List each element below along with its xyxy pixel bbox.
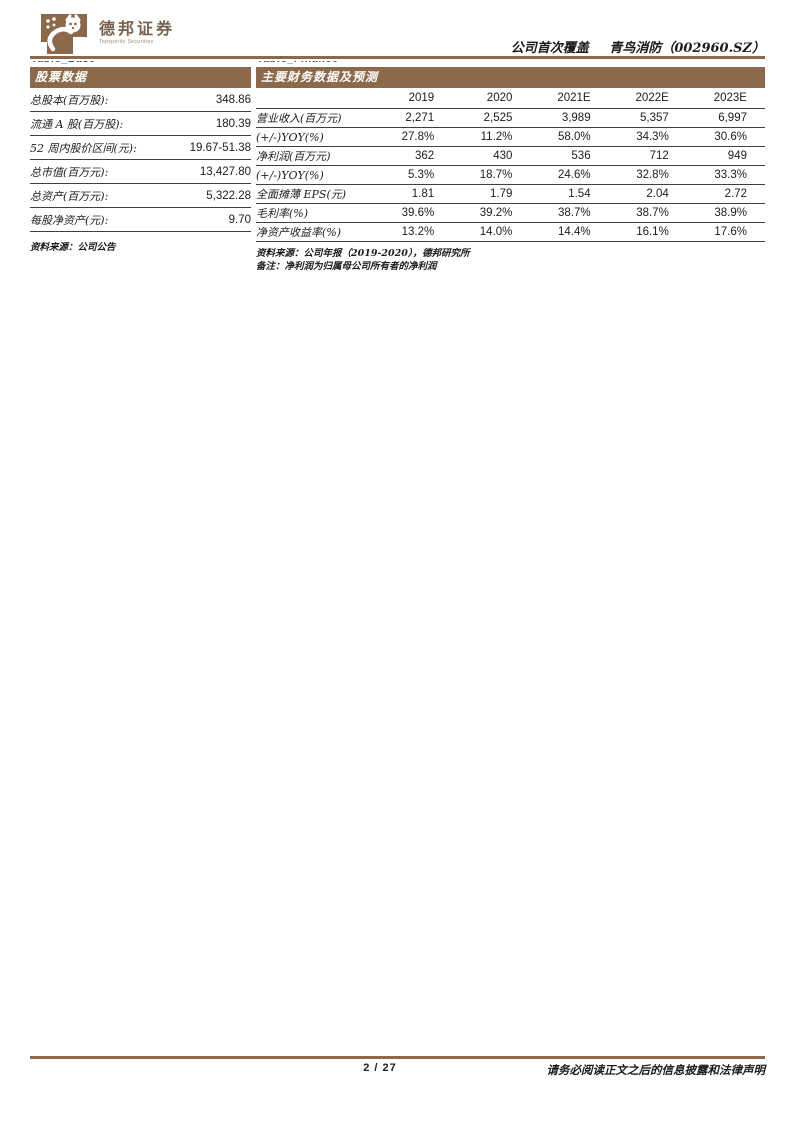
finance-table-header: 2019 2020 2021E 2022E 2023E <box>256 88 765 109</box>
brand-name-cn: 德邦证券 <box>99 19 176 38</box>
finance-cell-value: 2.04 <box>646 188 669 200</box>
finance-cell-value: 39.6% <box>401 207 435 219</box>
header-rule <box>30 56 765 59</box>
finance-cell-value: 362 <box>415 150 435 162</box>
finance-cell-value: 32.8% <box>636 169 669 181</box>
finance-forecast-panel: 主要财务数据及预测 2019 2020 2021E 2022E 2023E 营业收入(百… <box>256 67 765 273</box>
stock-row-label: 总股本(百万股): <box>30 93 109 107</box>
stock-data-row: 每股净资产(元): 9.70 <box>30 208 251 232</box>
finance-cell-value: 18.7% <box>479 169 513 181</box>
finance-row-label: (+/-)YOY(%) <box>256 168 324 182</box>
finance-cell-value: 5.3% <box>407 169 435 181</box>
finance-cell-value: 1.79 <box>490 188 513 200</box>
finance-year-column: 2021E <box>557 92 591 104</box>
finance-cell-value: 430 <box>493 150 513 162</box>
finance-cell-value: 2.72 <box>724 188 747 200</box>
finance-cell-value: 58.0% <box>557 131 591 143</box>
stock-row-label: 每股净资产(元): <box>30 213 109 227</box>
finance-row-label: 净资产收益率(%) <box>256 226 342 239</box>
report-header-title: 公司首次覆盖 青鸟消防（002960.SZ） <box>511 37 765 56</box>
company-title: 青鸟消防（002960.SZ） <box>609 41 765 56</box>
finance-cell-value: 38.7% <box>557 207 591 219</box>
stock-row-label: 总市值(百万元): <box>30 165 109 179</box>
stock-data-row: 52 周内股价区间(元): 19.67-51.38 <box>30 136 251 160</box>
finance-cell-value: 39.2% <box>479 207 513 219</box>
finance-cell-value: 6,997 <box>718 112 747 124</box>
finance-data-row: 营业收入(百万元) 2,271 2,525 3,989 5,357 6,997 <box>256 109 765 128</box>
clipped-bookmark-tag-left: Table_Base <box>31 61 96 67</box>
page-number: 2 / 27 <box>363 1062 397 1074</box>
stock-data-panel: 股票数据 总股本(百万股): 348.86 流通 A 股(百万股): 180.39 52… <box>30 67 251 253</box>
brand-name-en: Topsperity Securities <box>99 39 154 45</box>
footer-disclaimer: 请务必阅读正文之后的信息披露和法律声明 <box>546 1063 766 1077</box>
finance-cell-value: 949 <box>727 150 747 162</box>
finance-year-column: 2023E <box>713 92 747 104</box>
stock-data-row: 总资产(百万元): 5,322.28 <box>30 184 251 208</box>
finance-data-row: 净资产收益率(%) 13.2% 14.0% 14.4% 16.1% 17.6% <box>256 223 765 242</box>
finance-cell-value: 33.3% <box>714 169 747 181</box>
finance-cell-value: 38.7% <box>636 207 669 219</box>
stock-table-body: 总股本(百万股): 348.86 流通 A 股(百万股): 180.39 52 周内股价… <box>30 88 251 232</box>
finance-year-column: 2022E <box>635 92 669 104</box>
finance-source-note: 资料来源：公司年报（2019-2020），德邦研究所 <box>256 248 470 259</box>
stock-row-label: 流通 A 股(百万股): <box>30 117 124 131</box>
finance-data-row: (+/-)YOY(%) 5.3% 18.7% 24.6% 32.8% 33.3% <box>256 166 765 185</box>
finance-row-label: 净利润(百万元) <box>256 150 331 163</box>
finance-data-row: (+/-)YOY(%) 27.8% 11.2% 58.0% 34.3% 30.6% <box>256 128 765 147</box>
finance-cell-value: 11.2% <box>480 131 513 143</box>
finance-cell-value: 16.1% <box>636 226 669 238</box>
finance-row-label: (+/-)YOY(%) <box>256 130 324 144</box>
finance-cell-value: 1.54 <box>568 188 591 200</box>
stock-data-row: 总股本(百万股): 348.86 <box>30 88 251 112</box>
finance-cell-value: 3,989 <box>561 112 591 124</box>
brand-block: 德邦证券 Topsperity Securities <box>40 13 175 55</box>
finance-cell-value: 38.9% <box>714 207 747 219</box>
finance-data-row: 毛利率(%) 39.6% 39.2% 38.7% 38.7% 38.9% <box>256 204 765 223</box>
finance-cell-value: 2,525 <box>483 112 513 124</box>
clipped-bookmark-tag-right: Table_Finance <box>257 61 339 67</box>
finance-cell-value: 1.81 <box>411 188 435 200</box>
footer-rule <box>30 1056 765 1059</box>
stock-data-row: 总市值(百万元): 13,427.80 <box>30 160 251 184</box>
finance-cell-value: 536 <box>571 150 591 162</box>
finance-table-body: 营业收入(百万元) 2,271 2,525 3,989 5,357 6,997 (+/-)Y… <box>256 109 765 242</box>
finance-cell-value: 712 <box>649 150 669 162</box>
report-type-label: 公司首次覆盖 <box>510 41 589 56</box>
brand-text: 德邦证券 Topsperity Securities <box>99 13 176 46</box>
finance-year-column: 2019 <box>408 92 435 104</box>
finance-cell-value: 5,357 <box>640 112 669 124</box>
stock-row-value: 9.70 <box>228 213 251 226</box>
finance-cell-value: 14.4% <box>557 226 591 238</box>
stock-row-value: 348.86 <box>215 93 251 106</box>
brand-logo-leopard-icon <box>41 14 87 54</box>
stock-row-label: 总资产(百万元): <box>30 189 109 203</box>
finance-row-label: 全面摊薄 EPS(元) <box>256 188 347 201</box>
finance-remark-note: 备注：净利润为归属母公司所有者的净利润 <box>256 261 437 272</box>
finance-row-label: 毛利率(%) <box>256 207 309 220</box>
finance-cell-value: 27.8% <box>401 131 435 143</box>
finance-data-row: 全面摊薄 EPS(元) 1.81 1.79 1.54 2.04 2.72 <box>256 185 765 204</box>
stock-data-row: 流通 A 股(百万股): 180.39 <box>30 112 251 136</box>
finance-year-column: 2020 <box>486 92 513 104</box>
finance-cell-value: 13.2% <box>401 226 435 238</box>
finance-cell-value: 14.0% <box>479 226 513 238</box>
stock-panel-title: 股票数据 <box>30 67 251 88</box>
finance-cell-value: 34.3% <box>636 131 669 143</box>
finance-cell-value: 30.6% <box>714 131 747 143</box>
finance-cell-value: 17.6% <box>714 226 747 238</box>
stock-row-value: 5,322.28 <box>206 189 251 202</box>
stock-row-value: 180.39 <box>215 117 251 130</box>
finance-panel-title: 主要财务数据及预测 <box>256 67 765 88</box>
stock-source-note: 资料来源：公司公告 <box>30 242 116 253</box>
stock-row-value: 13,427.80 <box>199 165 251 178</box>
finance-row-label: 营业收入(百万元) <box>256 112 342 125</box>
stock-row-value: 19.67-51.38 <box>189 141 251 154</box>
finance-data-row: 净利润(百万元) 362 430 536 712 949 <box>256 147 765 166</box>
stock-row-label: 52 周内股价区间(元): <box>30 141 137 155</box>
finance-cell-value: 24.6% <box>557 169 591 181</box>
finance-cell-value: 2,271 <box>405 112 435 124</box>
